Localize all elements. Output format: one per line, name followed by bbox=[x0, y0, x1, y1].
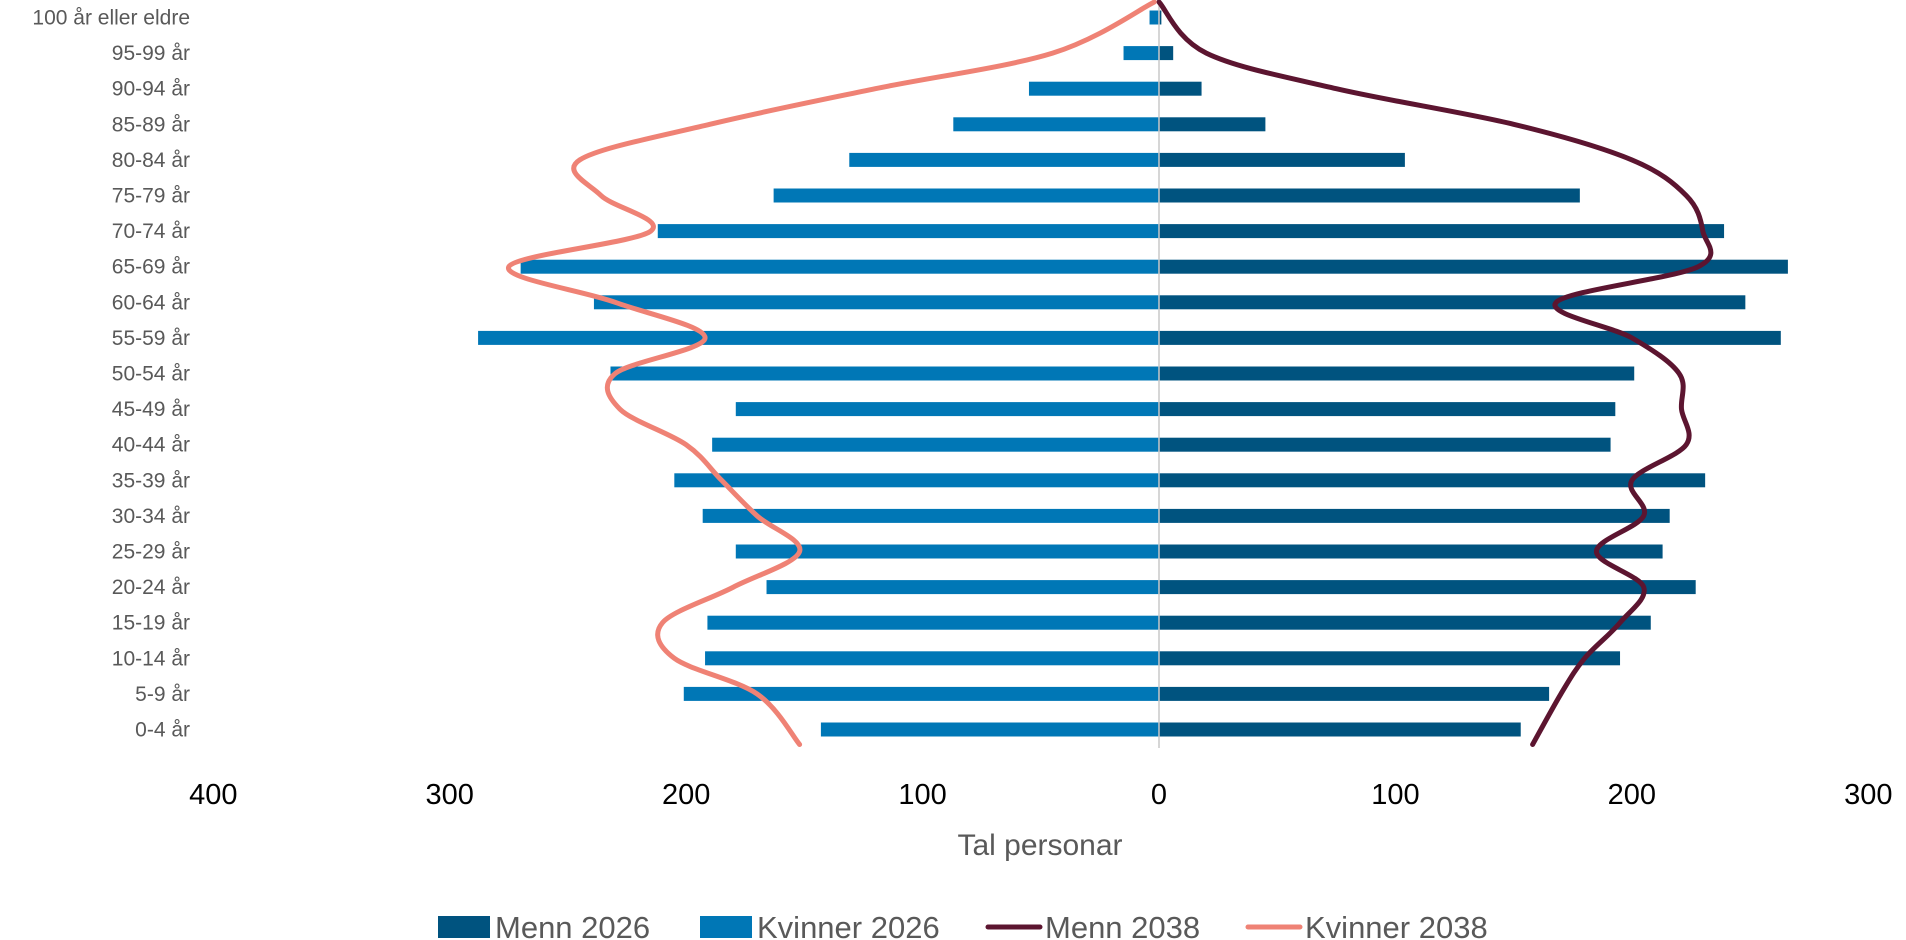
bar-kvinner-2026-18 bbox=[705, 651, 1159, 666]
bar-kvinner-2026-20 bbox=[820, 722, 1159, 737]
bar-kvinner-2026-13 bbox=[674, 473, 1159, 488]
legend: Menn 2026 Kvinner 2026 Menn 2038 Kvinner 20… bbox=[438, 910, 1488, 940]
category-label: 30-34 år bbox=[112, 505, 190, 528]
legend-swatch-kvinner-2026 bbox=[700, 916, 752, 938]
bar-kvinner-2026-9 bbox=[478, 330, 1160, 345]
legend-swatch-menn-2026 bbox=[438, 916, 490, 938]
bar-kvinner-2026-8 bbox=[593, 295, 1159, 310]
line-menn-2038 bbox=[1156, 0, 1714, 747]
x-tick-label: 0 bbox=[1151, 779, 1167, 811]
x-tick-label: 100 bbox=[1371, 779, 1419, 811]
bar-kvinner-2026-16 bbox=[766, 580, 1159, 595]
category-label: 90-94 år bbox=[112, 78, 190, 101]
category-labels: 100 år eller eldre 95-99 år 90-94 år 85-89 … bbox=[32, 7, 190, 742]
category-label: 100 år eller eldre bbox=[32, 7, 190, 30]
category-label: 40-44 år bbox=[112, 434, 190, 457]
category-label: 85-89 år bbox=[112, 113, 190, 136]
x-tick-label: 100 bbox=[898, 779, 946, 811]
category-label: 5-9 år bbox=[135, 683, 190, 706]
bar-kvinner-2026-1 bbox=[1123, 46, 1159, 61]
bar-menn-2026-6 bbox=[1159, 224, 1725, 239]
legend-label: Kvinner 2026 bbox=[757, 910, 940, 940]
bar-kvinner-2026-6 bbox=[657, 224, 1159, 239]
x-tick-label: 200 bbox=[1608, 779, 1656, 811]
bar-kvinner-2026-19 bbox=[683, 686, 1159, 701]
category-label: 45-49 år bbox=[112, 398, 190, 421]
bar-kvinner-2026-4 bbox=[849, 152, 1159, 167]
x-axis-title: Tal personar bbox=[957, 829, 1122, 862]
category-label: 60-64 år bbox=[112, 291, 190, 314]
category-label: 35-39 år bbox=[112, 469, 190, 492]
bar-menn-2026-10 bbox=[1159, 366, 1635, 381]
category-label: 75-79 år bbox=[112, 185, 190, 208]
category-label: 70-74 år bbox=[112, 220, 190, 243]
x-tick-label: 300 bbox=[426, 779, 474, 811]
bar-menn-2026-1 bbox=[1159, 46, 1174, 61]
category-label: 0-4 år bbox=[135, 719, 190, 742]
bar-kvinner-2026-2 bbox=[1028, 81, 1159, 96]
bar-menn-2026-5 bbox=[1159, 188, 1580, 203]
line-kvinner-2038 bbox=[506, 0, 1157, 747]
legend-label: Kvinner 2038 bbox=[1305, 910, 1488, 940]
bar-menn-2026-9 bbox=[1159, 330, 1781, 345]
category-label: 55-59 år bbox=[112, 327, 190, 350]
bar-kvinner-2026-7 bbox=[520, 259, 1159, 274]
bar-menn-2026-8 bbox=[1159, 295, 1746, 310]
category-label: 95-99 år bbox=[112, 42, 190, 65]
category-label: 15-19 år bbox=[112, 612, 190, 635]
bar-kvinner-2026-15 bbox=[735, 544, 1159, 559]
bar-menn-2026-7 bbox=[1159, 259, 1788, 274]
bar-menn-2026-18 bbox=[1159, 651, 1621, 666]
bar-menn-2026-14 bbox=[1159, 508, 1670, 523]
bar-kvinner-2026-0 bbox=[1149, 10, 1159, 25]
x-tick-label: 400 bbox=[189, 779, 237, 811]
bar-menn-2026-19 bbox=[1159, 686, 1550, 701]
category-label: 65-69 år bbox=[112, 256, 190, 279]
bars-layer bbox=[478, 10, 1788, 737]
x-tick-label: 300 bbox=[1844, 779, 1892, 811]
bar-menn-2026-4 bbox=[1159, 152, 1405, 167]
bar-kvinner-2026-11 bbox=[735, 402, 1159, 417]
bar-kvinner-2026-17 bbox=[707, 615, 1159, 630]
bar-kvinner-2026-5 bbox=[773, 188, 1159, 203]
bar-menn-2026-15 bbox=[1159, 544, 1663, 559]
bar-menn-2026-13 bbox=[1159, 473, 1706, 488]
category-label: 10-14 år bbox=[112, 647, 190, 670]
bar-menn-2026-16 bbox=[1159, 580, 1696, 595]
category-label: 20-24 år bbox=[112, 576, 190, 599]
bar-kvinner-2026-12 bbox=[712, 437, 1159, 452]
category-label: 50-54 år bbox=[112, 363, 190, 386]
legend-label: Menn 2038 bbox=[1045, 910, 1200, 940]
x-axis-tick-labels: 400 300 200 100 0 100 200 300 bbox=[189, 779, 1892, 811]
bar-menn-2026-20 bbox=[1159, 722, 1521, 737]
bar-menn-2026-2 bbox=[1159, 81, 1202, 96]
lines-layer bbox=[506, 0, 1714, 747]
bar-menn-2026-3 bbox=[1159, 117, 1266, 132]
bar-menn-2026-11 bbox=[1159, 402, 1616, 417]
bar-menn-2026-17 bbox=[1159, 615, 1651, 630]
bar-menn-2026-0 bbox=[1159, 10, 1162, 25]
x-tick-label: 200 bbox=[662, 779, 710, 811]
bar-menn-2026-12 bbox=[1159, 437, 1611, 452]
bar-kvinner-2026-3 bbox=[953, 117, 1159, 132]
bar-kvinner-2026-10 bbox=[610, 366, 1159, 381]
category-label: 80-84 år bbox=[112, 149, 190, 172]
legend-label: Menn 2026 bbox=[495, 910, 650, 940]
category-label: 25-29 år bbox=[112, 541, 190, 564]
bar-kvinner-2026-14 bbox=[702, 508, 1159, 523]
